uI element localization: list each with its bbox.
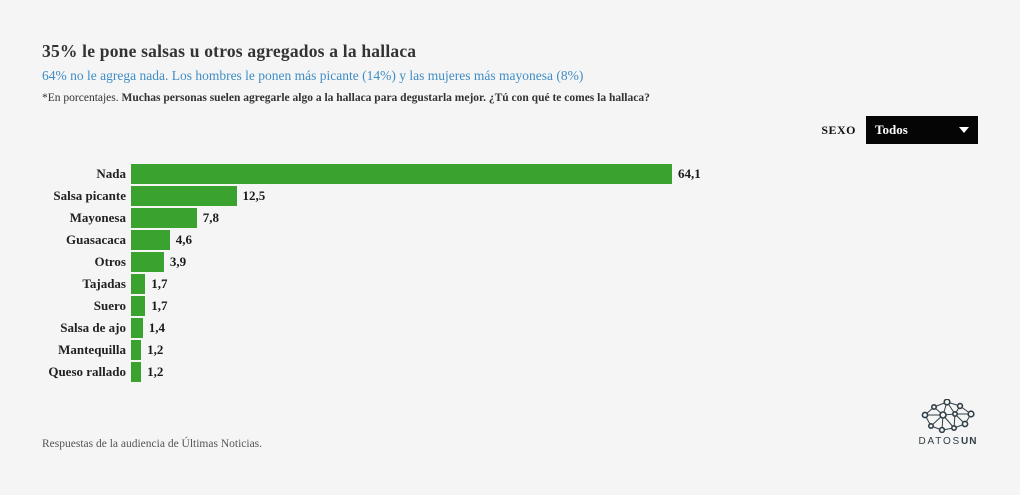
bar-row: Salsa de ajo 1,4 (42, 318, 762, 338)
category-label: Otros (94, 254, 126, 269)
bar (131, 164, 672, 184)
bar-row: Otros 3,9 (42, 252, 762, 272)
caret-down-icon (959, 127, 969, 133)
datosun-network-icon (921, 399, 975, 433)
bar (131, 340, 142, 360)
value-label: 4,6 (175, 232, 193, 247)
datosun-logo: DATOSUN (917, 399, 979, 447)
bar-row: Queso rallado 1,2 (42, 362, 762, 382)
bar-rows: Nada 64,1 Salsa picante 12,5 Mayonesa 7,8 Guas… (42, 164, 762, 382)
bar-row: Tajadas 1,7 (42, 274, 762, 294)
bar (131, 252, 164, 272)
category-label: Salsa picante (53, 188, 126, 203)
value-label: 12,5 (242, 188, 266, 203)
bar-chart: Nada 64,1 Salsa picante 12,5 Mayonesa 7,8 Guas… (42, 164, 762, 384)
logo-text-datos: DATOS (918, 436, 962, 447)
category-label: Mantequilla (58, 342, 126, 357)
category-label: Salsa de ajo (60, 320, 126, 335)
sex-filter: SEXO Todos (821, 116, 978, 144)
bar (131, 274, 146, 294)
bar-row: Mantequilla 1,2 (42, 340, 762, 360)
logo-text-un: UN (961, 436, 978, 447)
value-label: 1,2 (147, 364, 164, 379)
bar (131, 208, 197, 228)
source-note: Respuestas de la audiencia de Últimas No… (42, 438, 263, 450)
datosun-logo-text: DATOSUN (917, 436, 979, 447)
page-title: 35% le pone salsas u otros agregados a l… (42, 41, 417, 61)
category-label: Queso rallado (48, 364, 126, 379)
value-label: 64,1 (678, 166, 701, 181)
value-label: 1,4 (148, 320, 166, 335)
value-label: 1,7 (151, 298, 168, 313)
value-label: 1,7 (151, 276, 168, 291)
chart-note: *En porcentajes. Muchas personas suelen … (42, 92, 650, 104)
sex-filter-selected-value: Todos (875, 122, 908, 137)
category-label: Suero (93, 298, 126, 313)
bar-row: Mayonesa 7,8 (42, 208, 762, 228)
category-label: Guasacaca (66, 232, 126, 247)
bar (131, 230, 170, 250)
sex-filter-label: SEXO (821, 122, 856, 137)
bar (131, 318, 143, 338)
bar-row: Suero 1,7 (42, 296, 762, 316)
category-label: Nada (96, 166, 126, 181)
category-label: Mayonesa (69, 210, 126, 225)
bar-row: Salsa picante 12,5 (42, 186, 762, 206)
category-label: Tajadas (82, 276, 126, 291)
value-label: 1,2 (147, 342, 164, 357)
value-label: 7,8 (202, 210, 220, 225)
note-question: Muchas personas suelen agregarle algo a … (121, 92, 650, 104)
sex-filter-dropdown[interactable]: Todos (866, 116, 978, 144)
bar-row: Guasacaca 4,6 (42, 230, 762, 250)
bar (131, 296, 146, 316)
note-prefix: *En porcentajes. (42, 92, 122, 104)
chart-subtitle: 64% no le agrega nada. Los hombres le po… (42, 68, 584, 83)
bar (131, 362, 142, 382)
bar (131, 186, 237, 206)
value-label: 3,9 (169, 254, 187, 269)
bar-row: Nada 64,1 (42, 164, 762, 184)
